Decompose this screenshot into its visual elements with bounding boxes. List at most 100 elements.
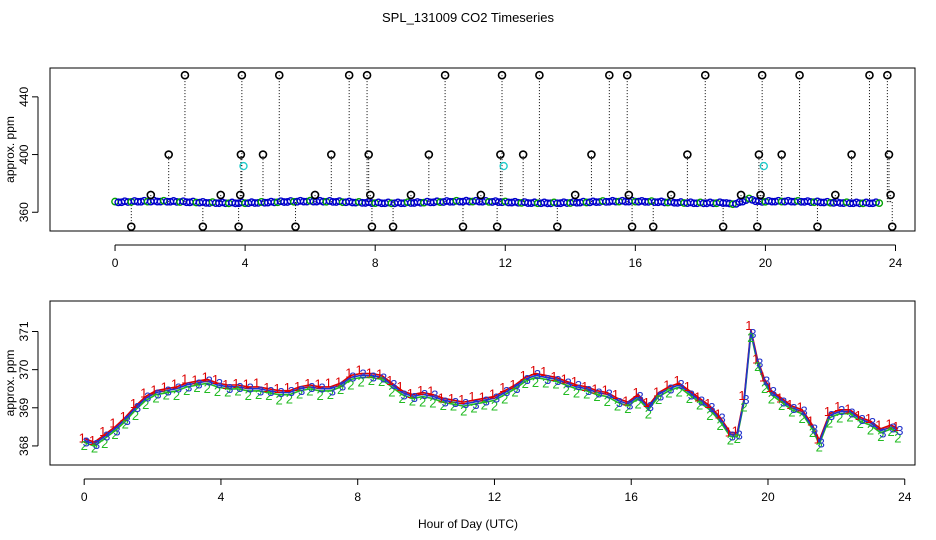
series-marker-3: 3 [749, 326, 756, 341]
outlier-point [683, 150, 692, 159]
series-marker-1: 1 [304, 376, 311, 391]
outlier-point [666, 190, 676, 200]
outlier-point [648, 222, 658, 231]
series-marker-2: 2 [173, 388, 180, 403]
series-marker-1: 1 [643, 395, 650, 410]
outlier-point [884, 150, 894, 159]
series-marker-1: 1 [814, 432, 821, 447]
series-marker-1: 1 [314, 377, 321, 392]
series-marker-3: 3 [763, 374, 770, 389]
series-marker-2: 2 [91, 441, 98, 456]
outlier-point [570, 190, 580, 200]
series-marker-2: 2 [761, 381, 768, 396]
y-tick-label: 370 [17, 359, 31, 379]
series-marker-1: 1 [356, 363, 363, 378]
outlier-point [291, 222, 300, 231]
y-axis-label: approx. ppm [3, 350, 17, 417]
series-marker-2: 2 [142, 397, 149, 412]
series-marker-1: 1 [181, 372, 188, 387]
series-marker-2: 2 [573, 386, 580, 401]
series-marker-1: 1 [366, 366, 373, 381]
series-marker-3: 3 [534, 367, 541, 382]
series-marker-3: 3 [431, 388, 438, 403]
outlier-point [364, 150, 373, 159]
series-marker-3: 3 [513, 381, 520, 396]
outlier-point [587, 150, 596, 159]
x-tick-label: 20 [761, 490, 775, 504]
outlier-point [552, 222, 562, 231]
series-marker-1: 1 [120, 409, 127, 424]
series-marker-3: 3 [770, 384, 777, 399]
outlier-point [492, 222, 502, 231]
series-marker-1: 1 [844, 402, 851, 417]
series-marker-3: 3 [308, 380, 315, 395]
series-marker-3: 3 [708, 400, 715, 415]
outlier-point [718, 222, 728, 231]
series-marker-1: 1 [479, 390, 486, 405]
series-marker-3: 3 [360, 367, 367, 382]
series-marker-2: 2 [836, 411, 843, 426]
outlier-point [198, 222, 208, 231]
series-marker-3: 3 [206, 374, 213, 389]
series-marker-1: 1 [591, 382, 598, 397]
series-marker-3: 3 [657, 389, 664, 404]
series-marker-2: 2 [399, 391, 406, 406]
series-marker-2: 2 [275, 393, 282, 408]
outlier-point [126, 222, 136, 231]
series-marker-1: 1 [448, 391, 455, 406]
series-marker-2: 2 [306, 383, 313, 398]
series-marker-2: 2 [224, 385, 231, 400]
series-marker-2: 2 [734, 431, 741, 446]
series-marker-1: 1 [885, 416, 892, 431]
series-marker-1: 1 [581, 379, 588, 394]
series-marker-3: 3 [370, 370, 377, 385]
series-marker-2: 2 [816, 439, 823, 454]
series-marker-2: 2 [245, 388, 252, 403]
series-marker-2: 2 [450, 399, 457, 414]
series-marker-3: 3 [462, 396, 469, 411]
series-marker-3: 3 [677, 377, 684, 392]
series-marker-3: 3 [896, 423, 903, 438]
outlier-point [795, 70, 804, 80]
series-marker-3: 3 [267, 384, 274, 399]
series-marker-3: 3 [401, 387, 408, 402]
series-marker-3: 3 [277, 385, 284, 400]
series-marker-2: 2 [255, 387, 262, 402]
series-marker-2: 2 [234, 383, 241, 398]
series-marker-3: 3 [859, 412, 866, 427]
x-tick-label: 16 [625, 490, 639, 504]
outlier-point [624, 190, 634, 200]
outlier-point [887, 222, 897, 231]
series-marker-3: 3 [667, 382, 674, 397]
outlier-point [757, 70, 767, 80]
series-marker-2: 2 [593, 389, 600, 404]
series-marker-3: 3 [636, 389, 643, 404]
x-tick-label: 0 [81, 490, 88, 504]
y-tick-label: 371 [17, 321, 31, 341]
x-tick-label: 24 [889, 256, 903, 270]
outlier-point [274, 70, 284, 80]
series-marker-1: 1 [738, 388, 745, 403]
series-marker-1: 1 [79, 430, 86, 445]
series-marker-3: 3 [411, 390, 418, 405]
series-marker-3: 3 [247, 381, 254, 396]
series-marker-1: 1 [540, 364, 547, 379]
series-marker-1: 1 [417, 383, 424, 398]
series-marker-2: 2 [481, 397, 488, 412]
outlier-point [406, 190, 416, 200]
series-marker-3: 3 [175, 381, 182, 396]
series-marker-2: 2 [542, 376, 549, 391]
series-marker-2: 2 [717, 418, 724, 433]
series-marker-1: 1 [602, 382, 609, 397]
series-marker-2: 2 [655, 392, 662, 407]
series-marker-1: 1 [468, 389, 475, 404]
series-marker-2: 2 [214, 384, 221, 399]
x-tick-label: 4 [242, 256, 249, 270]
series-marker-3: 3 [503, 384, 510, 399]
series-line-3 [83, 331, 899, 445]
series-marker-2: 2 [778, 398, 785, 413]
series-marker-3: 3 [811, 422, 818, 437]
series-marker-2: 2 [409, 394, 416, 409]
x-axis-label: Hour of Day (UTC) [418, 517, 518, 531]
